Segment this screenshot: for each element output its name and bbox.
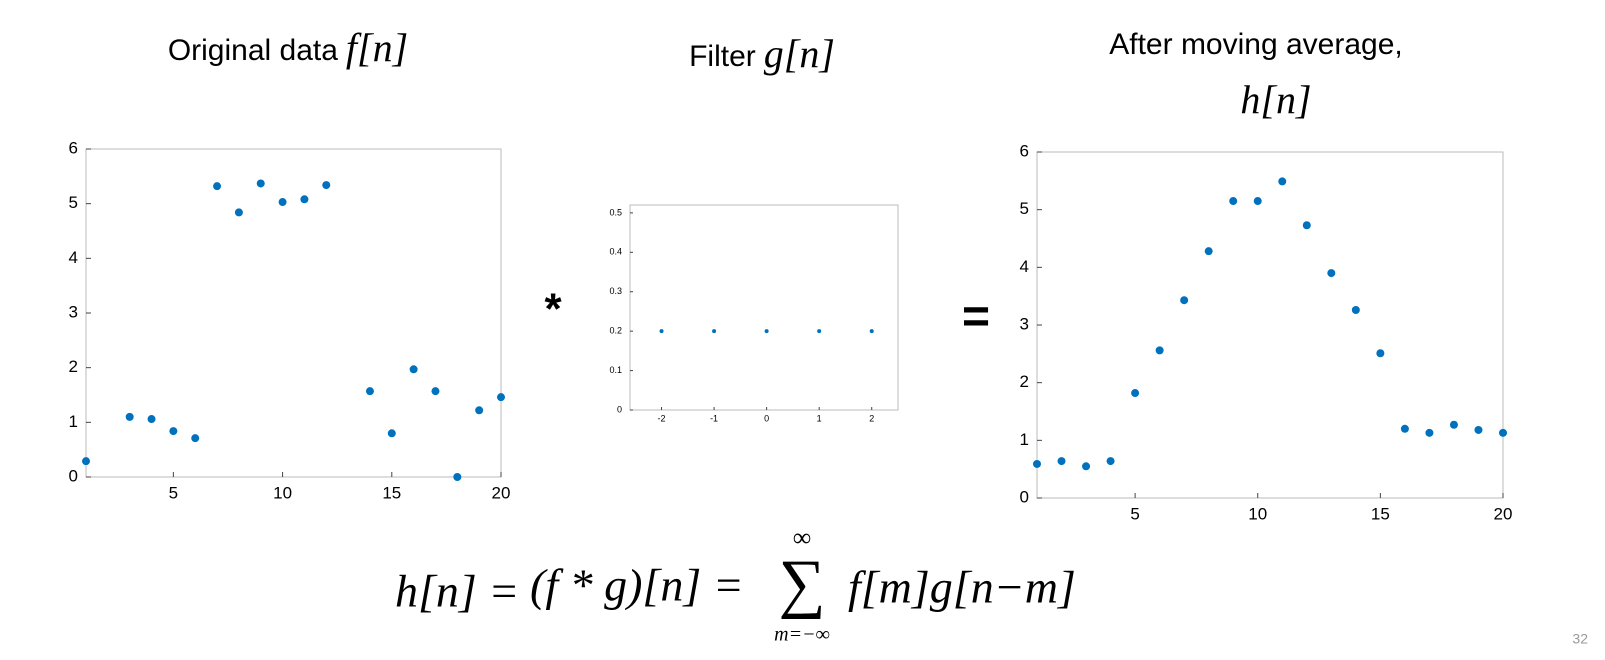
formula-lhs: h[n] =: [395, 566, 519, 617]
data-point: [1033, 459, 1041, 468]
data-point: [475, 406, 484, 415]
page-number: 32: [1572, 631, 1588, 647]
chart-title-symbol: g[n]: [764, 31, 835, 76]
data-point: [764, 329, 769, 334]
chart-title-text: Original data: [168, 34, 338, 67]
operator: *: [544, 285, 562, 334]
data-point: [431, 387, 440, 396]
y-tick-label: 0.1: [609, 365, 622, 375]
y-tick-label: 1: [69, 412, 78, 431]
y-tick-label: 0: [617, 404, 622, 414]
data-point: [82, 457, 90, 466]
formula-sum-top: ∞: [793, 523, 812, 552]
x-tick-label: -2: [658, 413, 666, 423]
formula-sum-bottom: m=−∞: [774, 624, 830, 646]
y-tick-label: 6: [69, 138, 78, 157]
data-point: [1253, 197, 1262, 206]
chart-title: After moving average,: [1109, 28, 1402, 61]
y-tick-label: 6: [1020, 141, 1029, 160]
data-point: [1327, 269, 1336, 278]
y-tick-label: 0.3: [609, 286, 622, 296]
data-point: [1082, 462, 1091, 471]
data-point: [1400, 424, 1409, 433]
x-tick-label: 20: [492, 483, 511, 502]
x-tick-label: 15: [1371, 504, 1390, 523]
x-tick-label: 5: [1130, 504, 1139, 523]
x-tick-label: 2: [869, 413, 874, 423]
data-point: [1376, 349, 1385, 358]
data-point: [125, 412, 134, 421]
y-tick-label: 3: [69, 302, 78, 321]
y-tick-label: 1: [1020, 430, 1029, 449]
data-point: [1449, 420, 1458, 429]
data-point: [191, 434, 200, 443]
y-tick-label: 5: [69, 193, 78, 212]
data-point: [712, 329, 717, 334]
y-tick-label: 0: [1020, 487, 1029, 506]
data-point: [1351, 306, 1360, 315]
data-point: [869, 329, 874, 334]
data-point: [497, 393, 505, 402]
data-point: [1425, 428, 1434, 437]
data-point: [659, 329, 664, 334]
data-point: [387, 429, 396, 438]
axes-frame: [629, 204, 899, 411]
x-tick-label: 10: [273, 483, 292, 502]
y-tick-label: 0.2: [609, 326, 622, 336]
data-point: [409, 365, 418, 374]
data-point: [147, 415, 156, 424]
data-point: [169, 427, 178, 436]
data-point: [1106, 457, 1115, 466]
chart-title-symbol: f[n]: [346, 25, 408, 70]
data-point: [1057, 457, 1066, 466]
chart-title: Filter g[n]: [689, 31, 835, 76]
y-tick-label: 0.5: [609, 207, 622, 217]
data-point: [213, 182, 222, 191]
x-tick-label: -1: [710, 413, 718, 423]
data-point: [1131, 389, 1140, 398]
x-tick-label: 20: [1494, 504, 1513, 523]
data-point: [1155, 346, 1164, 355]
y-tick-label: 4: [1020, 257, 1029, 276]
data-point: [453, 473, 462, 481]
x-tick-label: 1: [817, 413, 822, 423]
y-tick-label: 2: [69, 357, 78, 376]
data-point: [817, 329, 822, 334]
axes-frame: [85, 148, 502, 478]
data-point: [1302, 221, 1311, 230]
data-point: [234, 208, 243, 217]
y-tick-label: 3: [1020, 314, 1029, 333]
data-point: [300, 195, 309, 204]
x-tick-label: 0: [764, 413, 769, 423]
chart-title: Original data f[n]: [168, 25, 408, 70]
chart-title-text: Filter: [689, 40, 756, 73]
data-point: [278, 198, 287, 207]
y-tick-label: 5: [1020, 199, 1029, 218]
axes-frame: [1036, 151, 1504, 499]
x-tick-label: 15: [382, 483, 401, 502]
formula-sum: ∑: [778, 547, 825, 620]
operator: =: [962, 291, 990, 344]
y-tick-label: 0.4: [609, 247, 622, 257]
data-point: [256, 179, 265, 188]
x-tick-label: 10: [1248, 504, 1267, 523]
y-tick-label: 0: [69, 466, 78, 485]
data-point: [1204, 247, 1213, 256]
data-point: [1180, 296, 1189, 305]
data-point: [322, 181, 331, 190]
data-point: [1499, 428, 1507, 437]
data-point: [365, 387, 374, 396]
data-point: [1229, 197, 1238, 206]
x-tick-label: 5: [169, 483, 178, 502]
chart-title-symbol: h[n]: [1240, 77, 1311, 122]
formula-rhs: f[m]g[n−m]: [848, 562, 1076, 613]
data-point: [1278, 177, 1287, 186]
y-tick-label: 2: [1020, 372, 1029, 391]
formula-conv: (f * g)[n] =: [530, 560, 744, 611]
data-point: [1474, 425, 1483, 434]
y-tick-label: 4: [69, 248, 78, 267]
